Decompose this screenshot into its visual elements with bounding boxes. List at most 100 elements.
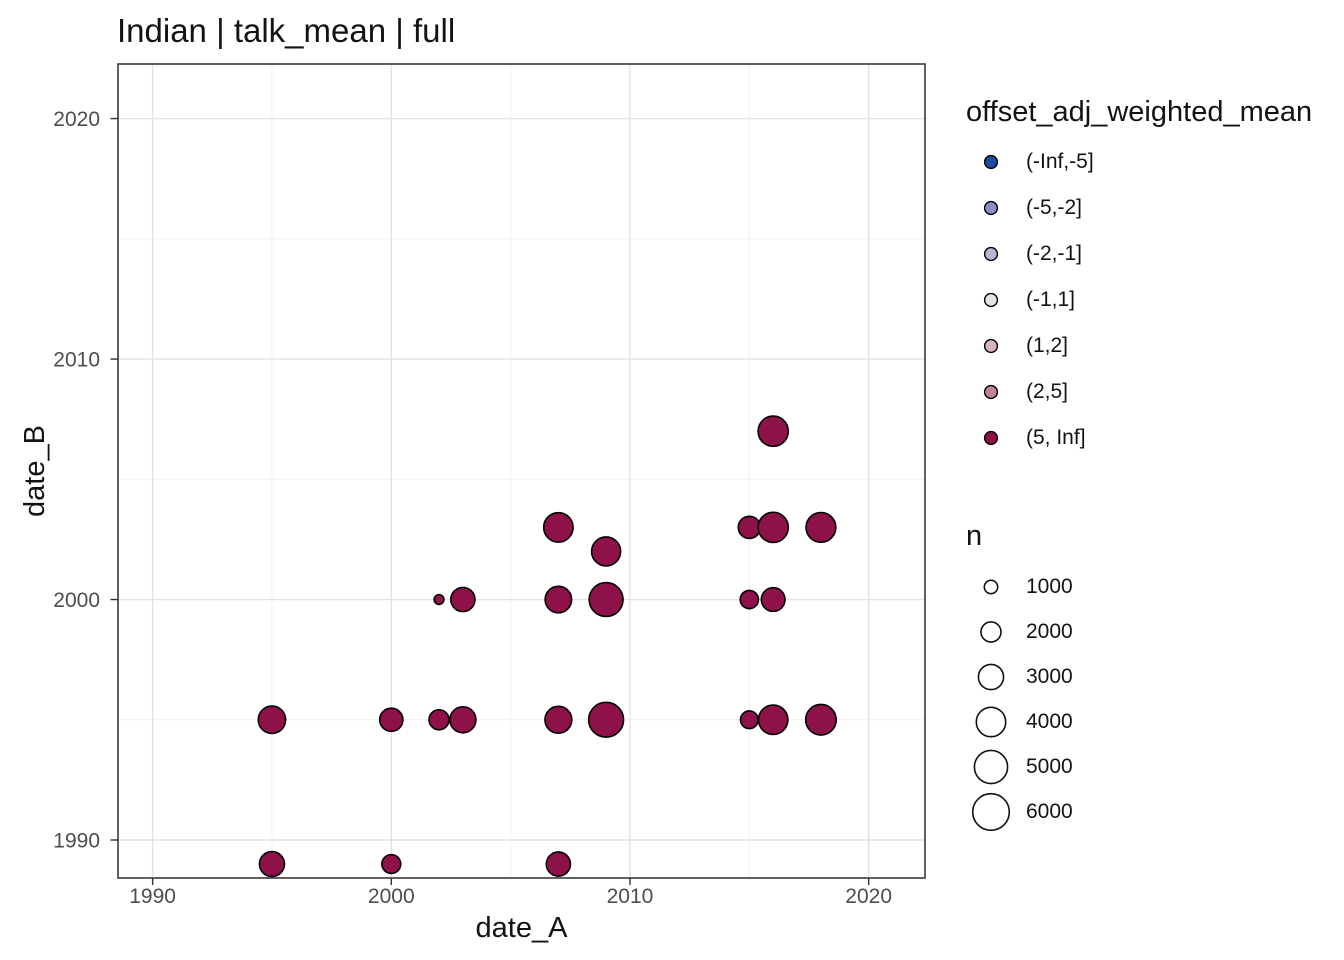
legend-dot-icon [983, 246, 999, 262]
size-legend-swatch [966, 790, 1016, 834]
data-point [428, 708, 450, 731]
legend-size-circle-icon [983, 578, 999, 595]
y-axis-title: date_B [19, 425, 51, 517]
data-point [381, 853, 402, 875]
panel-background [118, 64, 925, 878]
color-legend-label: (-2,-1] [1026, 242, 1083, 265]
grid-minor [118, 64, 925, 878]
data-point [378, 707, 404, 733]
data-point [544, 585, 573, 614]
data-point [588, 581, 624, 618]
color-legend-swatch [966, 324, 1016, 368]
color-legend-swatch [966, 370, 1016, 414]
legend-size-circle-icon [973, 749, 1009, 784]
legend-dot-icon [983, 430, 999, 446]
size-legend-swatch [966, 700, 1016, 744]
size-legend-item: 4000 [966, 699, 1073, 744]
x-axis-title: date_A [476, 912, 569, 944]
data-point [450, 586, 476, 613]
color-legend-swatch [966, 186, 1016, 230]
size-legend-item: 5000 [966, 744, 1073, 789]
x-tick-label: 1990 [129, 885, 176, 908]
size-legend-label: 3000 [1026, 664, 1073, 688]
panel-border [117, 63, 926, 879]
size-legend-item: 6000 [966, 789, 1073, 834]
size-legend-title: n [966, 520, 983, 552]
size-legend: n 1000 2000 3000 4000 5000 6000 [966, 520, 1073, 834]
legend-dot-icon [983, 384, 999, 400]
legend-dot-icon [983, 292, 999, 308]
color-legend-label: (-5,-2] [1026, 196, 1083, 219]
color-legend-swatch [966, 416, 1016, 460]
data-point [739, 710, 759, 730]
data-point [804, 703, 838, 736]
data-point [757, 704, 789, 736]
color-legend-label: (2,5] [1026, 380, 1069, 403]
data-point [739, 589, 760, 610]
legend-dot-icon [983, 154, 999, 170]
size-legend-swatch [966, 565, 1016, 609]
size-legend-label: 4000 [1026, 709, 1073, 733]
data-point [587, 701, 625, 739]
size-legend-items: 1000 2000 3000 4000 5000 6000 [966, 564, 1073, 834]
color-legend-item: (-5,-2] [966, 185, 1312, 231]
data-point [590, 536, 622, 567]
legend-size-circle-icon [980, 620, 1002, 643]
color-legend-item: (-Inf,-5] [966, 139, 1312, 185]
size-legend-item: 3000 [966, 654, 1073, 699]
data-point [545, 851, 572, 877]
color-legend-item: (2,5] [966, 369, 1312, 415]
legend-size-circle-icon [977, 663, 1005, 690]
data-point [433, 593, 445, 606]
color-legend-title: offset_adj_weighted_mean [966, 96, 1313, 128]
x-tick-label: 2010 [607, 885, 654, 908]
color-legend-label: (1,2] [1026, 334, 1069, 357]
grid-major [118, 64, 925, 878]
data-point [757, 511, 790, 544]
y-tick-label: 2020 [53, 108, 100, 131]
y-tick-label: 2010 [53, 349, 100, 372]
color-legend-item: (5, Inf] [966, 415, 1312, 461]
data-point [449, 705, 477, 734]
color-legend-swatch [966, 140, 1016, 184]
size-legend-label: 2000 [1026, 619, 1073, 643]
size-legend-swatch [966, 655, 1016, 699]
color-legend-items: (-Inf,-5] (-5,-2] (-2,-1] (-1,1] (1,2] (2,5] (… [966, 139, 1312, 461]
legend-size-circle-icon [971, 792, 1011, 831]
color-legend-swatch [966, 278, 1016, 322]
data-point [805, 511, 837, 544]
size-legend-label: 1000 [1026, 574, 1073, 598]
color-legend-item: (1,2] [966, 323, 1312, 369]
x-tick-label: 2020 [845, 885, 892, 908]
color-legend-swatch [966, 232, 1016, 276]
legend-size-circle-icon [975, 705, 1007, 738]
size-legend-swatch [966, 745, 1016, 789]
data-point [760, 586, 786, 613]
x-tick-label: 2000 [368, 885, 415, 908]
data-point [542, 511, 574, 543]
color-legend-label: (-1,1] [1026, 288, 1076, 311]
size-legend-swatch [966, 610, 1016, 654]
data-points [257, 415, 838, 878]
data-point [258, 850, 286, 878]
y-tick-label: 2000 [53, 589, 100, 612]
color-legend: offset_adj_weighted_mean (-Inf,-5] (-5,-2… [966, 96, 1312, 461]
color-legend-item: (-2,-1] [966, 231, 1312, 277]
y-tick-label: 1990 [53, 830, 100, 853]
data-point [737, 515, 762, 540]
size-legend-item: 1000 [966, 564, 1073, 609]
color-legend-label: (-Inf,-5] [1026, 150, 1094, 173]
legend-dot-icon [983, 200, 999, 216]
color-legend-label: (5, Inf] [1026, 426, 1086, 449]
data-point [257, 705, 287, 735]
data-point [544, 705, 573, 735]
size-legend-label: 6000 [1026, 799, 1073, 823]
legend-dot-icon [983, 338, 999, 354]
size-legend-label: 5000 [1026, 754, 1073, 778]
color-legend-item: (-1,1] [966, 277, 1312, 323]
data-point [757, 415, 790, 448]
y-axis: 1990 2000 2010 2020 [53, 108, 118, 853]
x-axis: 1990 2000 2010 2020 [129, 878, 892, 908]
